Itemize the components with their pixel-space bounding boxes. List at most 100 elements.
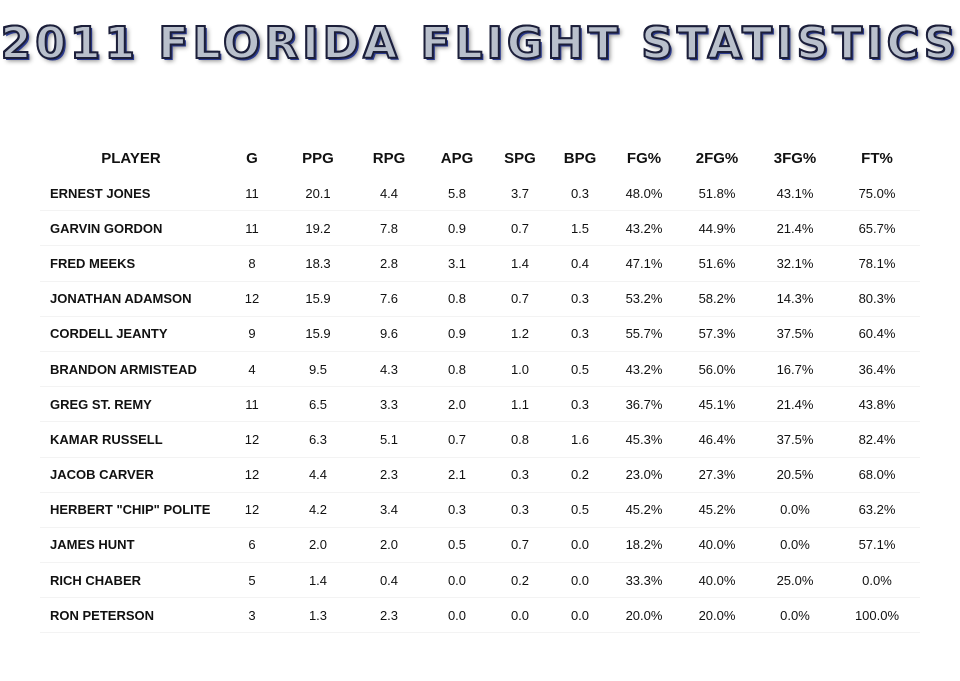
stat-cell: 7.6: [379, 291, 399, 307]
table-row: ERNEST JONES 11 20.1 4.4 5.8 3.7 0.3 48.0% 51.8%…: [40, 176, 920, 211]
stat-cell: 37.5%: [776, 431, 814, 447]
table-row: JONATHAN ADAMSON 12 15.9 7.6 0.8 0.7 0.3 53.2% 5…: [40, 281, 920, 317]
stat-cell: 11: [245, 220, 259, 236]
stat-cell: 46.4%: [698, 431, 736, 447]
stat-cell: 3.1: [447, 255, 467, 271]
stat-cell: 58.2%: [698, 291, 736, 307]
stat-cell: 27.3%: [698, 467, 736, 483]
stat-cell: 2.0: [379, 537, 399, 553]
table-row: KAMAR RUSSELL 12 6.3 5.1 0.7 0.8 1.6 45.3% 46.4%…: [40, 422, 920, 457]
stat-cell: 0.0: [570, 607, 590, 623]
stat-cell: 53.2%: [625, 291, 663, 307]
stat-cell: 2.3: [379, 607, 399, 623]
stat-cell: 65.7%: [858, 220, 896, 236]
stat-cell: 3: [248, 607, 256, 623]
stat-cell: 0.9: [447, 220, 467, 236]
stat-cell: 32.1%: [776, 255, 814, 271]
stat-cell: 5.1: [379, 431, 399, 447]
column-header: G: [246, 149, 258, 167]
stat-cell: 14.3%: [776, 291, 814, 307]
table-row: JAMES HUNT 6 2.0 2.0 0.5 0.7 0.0 18.2% 40.0% 0.0%…: [40, 527, 920, 563]
stat-cell: 56.0%: [698, 361, 736, 377]
header-row: PLAYER G PPG RPG APG SPG BPG FG% 2FG% 3FG% FT%: [40, 140, 920, 176]
stat-cell: 0.3: [510, 467, 530, 483]
stat-cell: 0.7: [510, 220, 530, 236]
stat-cell: 43.2%: [625, 361, 663, 377]
stat-cell: 12: [244, 502, 260, 518]
stat-cell: 25.0%: [776, 572, 814, 588]
stat-cell: 1.4: [308, 572, 328, 588]
stat-cell: 1.1: [510, 396, 530, 412]
stat-cell: 6.3: [308, 431, 328, 447]
stat-cell: 78.1%: [858, 255, 896, 271]
stat-cell: 11: [245, 396, 259, 412]
stat-cell: 2.0: [447, 396, 467, 412]
stat-cell: 1.2: [510, 326, 530, 342]
column-header: APG: [440, 149, 474, 167]
stat-cell: 55.7%: [625, 326, 663, 342]
stat-cell: 19.2: [305, 220, 331, 236]
stat-cell: 0.0: [447, 607, 467, 623]
stat-cell: 75.0%: [858, 185, 896, 201]
stat-cell: 4.4: [379, 185, 399, 201]
player-name-cell: CORDELL JEANTY: [50, 326, 168, 342]
player-name-cell: GREG ST. REMY: [50, 396, 152, 412]
stat-cell: 0.7: [510, 537, 530, 553]
player-name-cell: KAMAR RUSSELL: [50, 431, 163, 447]
stat-cell: 4: [248, 361, 256, 377]
stat-cell: 0.3: [570, 291, 590, 307]
stat-cell: 2.3: [379, 467, 399, 483]
stat-cell: 3.7: [510, 185, 530, 201]
stat-cell: 82.4%: [858, 431, 896, 447]
stat-cell: 23.0%: [625, 467, 663, 483]
table-row: JACOB CARVER 12 4.4 2.3 2.1 0.3 0.2 23.0% 27.3% 2…: [40, 457, 920, 493]
stat-cell: 6: [248, 537, 256, 553]
stat-cell: 1.5: [570, 220, 590, 236]
stat-cell: 6.5: [308, 396, 328, 412]
stat-cell: 51.8%: [698, 185, 736, 201]
stat-cell: 0.8: [447, 361, 467, 377]
stat-cell: 2.8: [379, 255, 399, 271]
stat-cell: 20.1: [305, 185, 331, 201]
column-header: BPG: [563, 149, 597, 167]
stat-cell: 40.0%: [698, 537, 736, 553]
stat-cell: 18.3: [305, 255, 331, 271]
stat-cell: 20.0%: [698, 607, 736, 623]
stat-cell: 15.9: [305, 326, 331, 342]
stat-cell: 45.1%: [698, 396, 736, 412]
page-title: 2011 FLORIDA FLIGHT STATISTICS: [0, 17, 960, 70]
column-header: 3FG%: [773, 149, 817, 167]
stat-cell: 36.7%: [625, 396, 663, 412]
stat-cell: 18.2%: [625, 537, 663, 553]
stat-cell: 0.2: [570, 467, 590, 483]
stat-cell: 8: [248, 255, 256, 271]
stat-cell: 0.3: [570, 396, 590, 412]
stat-cell: 43.2%: [625, 220, 663, 236]
stat-cell: 45.3%: [625, 431, 663, 447]
stat-cell: 11: [245, 185, 259, 201]
stat-cell: 12: [244, 431, 260, 447]
player-name-cell: BRANDON ARMISTEAD: [50, 361, 197, 377]
stat-cell: 3.3: [379, 396, 399, 412]
column-header: PPG: [302, 149, 334, 167]
table-row: GARVIN GORDON 11 19.2 7.8 0.9 0.7 1.5 43.2% 44.9…: [40, 211, 920, 246]
stat-cell: 68.0%: [858, 467, 896, 483]
stat-cell: 0.0: [510, 607, 530, 623]
stat-cell: 48.0%: [625, 185, 663, 201]
table-row: BRANDON ARMISTEAD 4 9.5 4.3 0.8 1.0 0.5 43.2% 56…: [40, 351, 920, 387]
stat-cell: 7.8: [379, 220, 399, 236]
stat-cell: 2.1: [447, 467, 467, 483]
stat-cell: 80.3%: [858, 291, 896, 307]
stat-cell: 0.7: [510, 291, 530, 307]
stat-cell: 4.2: [308, 502, 328, 518]
stat-cell: 3.4: [379, 502, 399, 518]
stat-cell: 16.7%: [776, 361, 814, 377]
player-name-cell: GARVIN GORDON: [50, 220, 163, 236]
stat-cell: 0.3: [510, 502, 530, 518]
stat-cell: 5: [248, 572, 256, 588]
column-header: FG%: [626, 149, 662, 167]
stat-cell: 12: [244, 467, 260, 483]
stat-cell: 0.9: [447, 326, 467, 342]
stat-cell: 4.4: [308, 467, 328, 483]
stat-cell: 0.0%: [780, 537, 810, 553]
